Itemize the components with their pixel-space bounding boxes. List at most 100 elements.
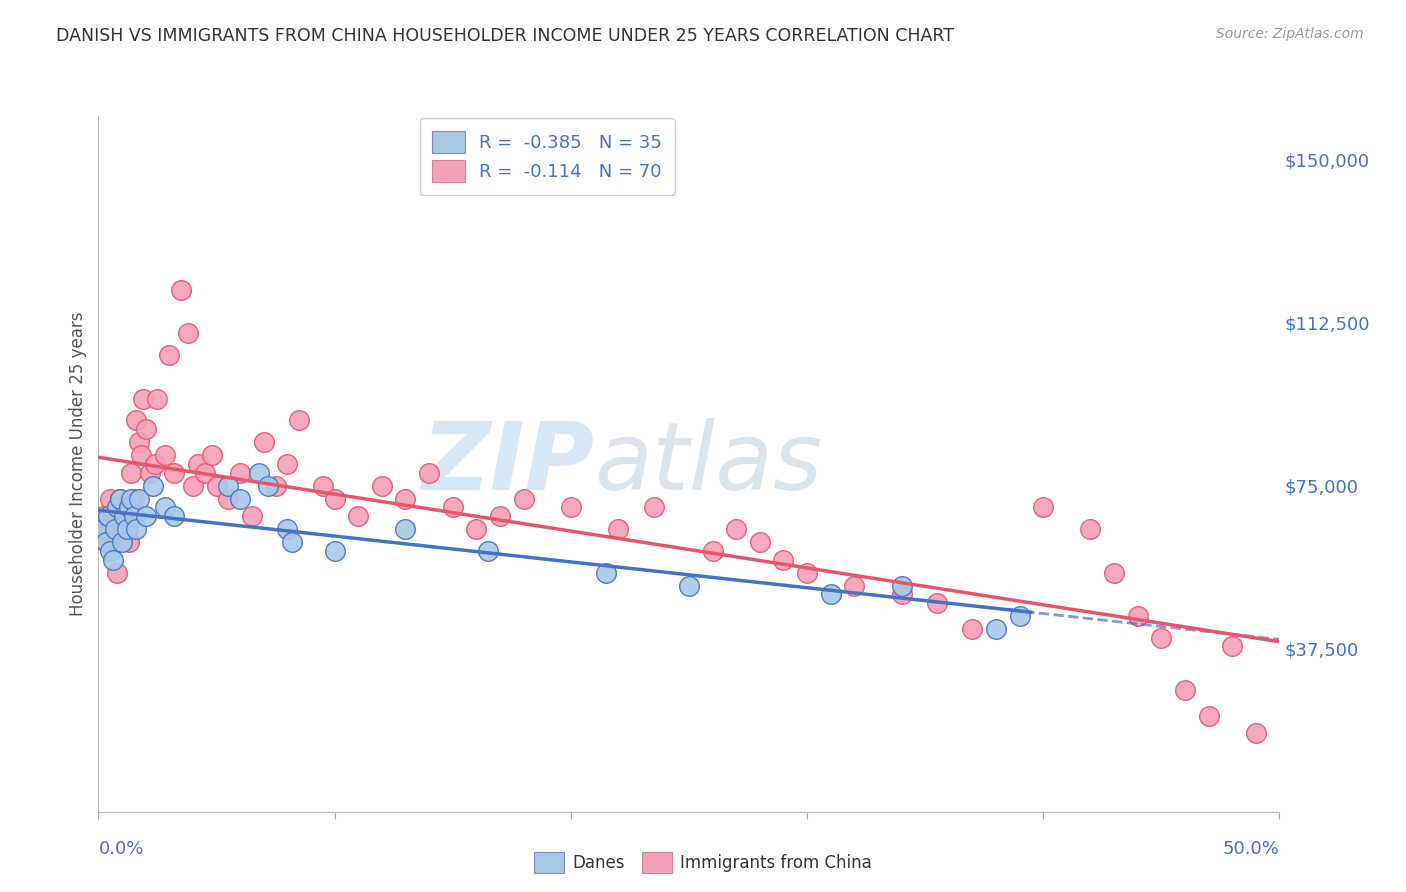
Point	[98, 544, 121, 558]
Point	[146, 392, 169, 406]
Point	[229, 491, 252, 506]
Point	[371, 478, 394, 492]
Point	[125, 413, 148, 427]
Point	[122, 508, 145, 523]
Point	[201, 448, 224, 462]
Point	[1080, 522, 1102, 536]
Point	[143, 457, 166, 471]
Point	[97, 508, 120, 523]
Point	[170, 283, 193, 297]
Point	[844, 579, 866, 593]
Point	[118, 500, 141, 515]
Point	[560, 500, 582, 515]
Y-axis label: Householder Income Under 25 years: Householder Income Under 25 years	[69, 311, 87, 616]
Point	[101, 552, 124, 566]
Point	[139, 466, 162, 480]
Point	[643, 500, 665, 515]
Point	[1198, 709, 1220, 723]
Point	[702, 544, 724, 558]
Point	[394, 522, 416, 536]
Point	[772, 552, 794, 566]
Point	[217, 478, 239, 492]
Text: 50.0%: 50.0%	[1223, 839, 1279, 857]
Point	[725, 522, 748, 536]
Point	[118, 535, 141, 549]
Point	[465, 522, 488, 536]
Point	[94, 522, 117, 536]
Legend: R =  -0.385   N = 35, R =  -0.114   N = 70: R = -0.385 N = 35, R = -0.114 N = 70	[419, 118, 675, 194]
Point	[132, 392, 155, 406]
Point	[125, 522, 148, 536]
Point	[104, 522, 127, 536]
Point	[128, 491, 150, 506]
Point	[323, 544, 346, 558]
Text: Source: ZipAtlas.com: Source: ZipAtlas.com	[1216, 27, 1364, 41]
Point	[1102, 566, 1125, 580]
Point	[1150, 631, 1173, 645]
Point	[247, 466, 270, 480]
Point	[1244, 726, 1267, 740]
Point	[108, 491, 131, 506]
Point	[97, 535, 120, 549]
Point	[276, 457, 298, 471]
Point	[205, 478, 228, 492]
Point	[142, 478, 165, 492]
Point	[187, 457, 209, 471]
Legend: Danes, Immigrants from China: Danes, Immigrants from China	[527, 846, 879, 880]
Point	[101, 508, 124, 523]
Point	[984, 622, 1007, 636]
Point	[288, 413, 311, 427]
Text: DANISH VS IMMIGRANTS FROM CHINA HOUSEHOLDER INCOME UNDER 25 YEARS CORRELATION CH: DANISH VS IMMIGRANTS FROM CHINA HOUSEHOL…	[56, 27, 955, 45]
Point	[94, 535, 117, 549]
Point	[257, 478, 280, 492]
Point	[441, 500, 464, 515]
Point	[181, 478, 204, 492]
Point	[112, 500, 135, 515]
Text: ZIP: ZIP	[422, 417, 595, 510]
Point	[418, 466, 440, 480]
Point	[153, 500, 176, 515]
Point	[281, 535, 304, 549]
Point	[796, 566, 818, 580]
Point	[748, 535, 770, 549]
Point	[394, 491, 416, 506]
Point	[121, 491, 143, 506]
Point	[1220, 640, 1243, 654]
Point	[595, 566, 617, 580]
Point	[163, 466, 186, 480]
Point	[105, 566, 128, 580]
Point	[312, 478, 335, 492]
Point	[890, 587, 912, 601]
Point	[347, 508, 370, 523]
Point	[91, 522, 114, 536]
Point	[477, 544, 499, 558]
Point	[264, 478, 287, 492]
Point	[122, 491, 145, 506]
Text: atlas: atlas	[595, 418, 823, 509]
Text: 0.0%: 0.0%	[98, 839, 143, 857]
Point	[194, 466, 217, 480]
Point	[98, 491, 121, 506]
Point	[129, 448, 152, 462]
Point	[253, 435, 276, 450]
Point	[108, 491, 131, 506]
Point	[276, 522, 298, 536]
Point	[323, 491, 346, 506]
Point	[135, 422, 157, 436]
Point	[177, 326, 200, 341]
Point	[512, 491, 534, 506]
Point	[240, 508, 263, 523]
Point	[91, 508, 114, 523]
Point	[105, 500, 128, 515]
Point	[489, 508, 512, 523]
Point	[962, 622, 984, 636]
Point	[115, 522, 138, 536]
Point	[128, 435, 150, 450]
Point	[217, 491, 239, 506]
Point	[1174, 683, 1197, 698]
Point	[153, 448, 176, 462]
Point	[820, 587, 842, 601]
Point	[1126, 609, 1149, 624]
Point	[112, 508, 135, 523]
Point	[135, 508, 157, 523]
